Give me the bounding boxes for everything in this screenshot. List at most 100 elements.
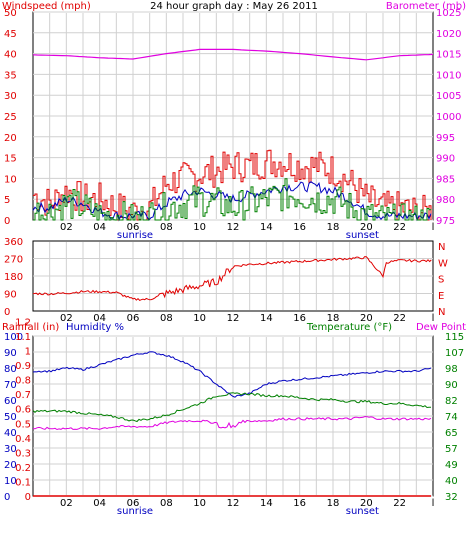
x-tick-label: 04 bbox=[93, 313, 106, 324]
wind-axis-tick: 40 bbox=[4, 50, 17, 61]
x-tick-label: 14 bbox=[260, 313, 273, 324]
compass-axis-tick: W bbox=[438, 258, 448, 269]
rainfall-axis-tick: 0.8 bbox=[15, 376, 31, 387]
temperature-axis-tick: 57 bbox=[445, 444, 458, 455]
wind-axis-tick: 25 bbox=[4, 112, 17, 123]
compass-axis-tick: N bbox=[438, 307, 445, 318]
sunset-label: sunset bbox=[346, 230, 379, 241]
x-tick-label: 14 bbox=[260, 498, 273, 509]
temperature-axis-tick: 115 bbox=[445, 332, 464, 343]
x-tick-label: 20 bbox=[360, 313, 373, 324]
humidity-axis-tick: 40 bbox=[4, 428, 17, 439]
x-tick-label: 16 bbox=[293, 498, 306, 509]
x-tick-label: 10 bbox=[193, 498, 206, 509]
compass-axis-tick: N bbox=[438, 242, 445, 253]
x-tick-label: 02 bbox=[60, 313, 73, 324]
humidity-axis-tick: 50 bbox=[4, 412, 17, 423]
x-tick-label: 20 bbox=[360, 222, 373, 233]
temperature-axis-tick: 82 bbox=[445, 396, 458, 407]
wind-axis-tick: 10 bbox=[4, 174, 17, 185]
direction-axis-tick: 0 bbox=[4, 307, 10, 318]
x-tick-label: l bbox=[432, 498, 435, 509]
x-tick-label: 14 bbox=[260, 222, 273, 233]
sunset-label: sunset bbox=[346, 506, 379, 517]
rainfall-axis-tick: 0.4 bbox=[15, 434, 31, 445]
sunrise-label: sunrise bbox=[117, 230, 153, 241]
rainfall-label: Rainfall (in) bbox=[2, 322, 59, 333]
compass-axis-tick: E bbox=[438, 291, 444, 302]
direction-axis-tick: 180 bbox=[4, 272, 23, 283]
rainfall-axis-tick: 0 bbox=[25, 492, 31, 503]
humidity-axis-tick: 30 bbox=[4, 444, 17, 455]
x-tick-label: 12 bbox=[227, 222, 240, 233]
humidity-axis-tick: 10 bbox=[4, 476, 17, 487]
x-tick-label: 06 bbox=[127, 498, 140, 509]
x-tick-label: 02 bbox=[60, 498, 73, 509]
x-tick-label: 18 bbox=[327, 498, 340, 509]
x-tick-label: 06 bbox=[127, 313, 140, 324]
temperature-axis-tick: 32 bbox=[445, 492, 458, 503]
barometer-axis-tick: 995 bbox=[436, 133, 455, 144]
wind-axis-tick: 35 bbox=[4, 70, 17, 81]
x-tick-label: 22 bbox=[393, 222, 406, 233]
barometer-axis-tick: 975 bbox=[436, 216, 455, 227]
humidity-axis-tick: 0 bbox=[4, 492, 10, 503]
x-tick-label: l bbox=[432, 222, 435, 233]
temperature-axis-tick: 90 bbox=[445, 380, 458, 391]
barometer-axis-tick: 1015 bbox=[436, 50, 461, 61]
x-tick-label: 22 bbox=[393, 498, 406, 509]
x-tick-label: 22 bbox=[393, 313, 406, 324]
wind-axis-tick: 5 bbox=[4, 195, 10, 206]
temperature-axis-tick: 49 bbox=[445, 460, 458, 471]
rainfall-axis-tick: 0.5 bbox=[15, 419, 31, 430]
barometer-axis-tick: 985 bbox=[436, 174, 455, 185]
x-tick-label: 08 bbox=[160, 222, 173, 233]
x-tick-label: 12 bbox=[227, 498, 240, 509]
x-tick-label: 06 bbox=[127, 222, 140, 233]
humidity-axis-tick: 100 bbox=[4, 332, 23, 343]
graph-title: 24 hour graph day : May 26 2011 bbox=[150, 1, 318, 12]
x-tick-label: 16 bbox=[293, 313, 306, 324]
temperature-axis-tick: 98 bbox=[445, 364, 458, 375]
rainfall-axis-tick: 0.2 bbox=[15, 463, 31, 474]
temperature-label: Temperature (°F) bbox=[306, 322, 392, 333]
rainfall-axis-tick: 0.6 bbox=[15, 405, 31, 416]
direction-axis-tick: 270 bbox=[4, 255, 23, 266]
wind-gust-line bbox=[33, 149, 432, 221]
x-tick-label: 16 bbox=[293, 222, 306, 233]
dewpoint-line bbox=[32, 415, 432, 431]
barometer-axis-tick: 1020 bbox=[436, 29, 461, 40]
temperature-axis-tick: 107 bbox=[445, 348, 464, 359]
direction-axis-tick: 90 bbox=[4, 290, 17, 301]
wind-direction-line bbox=[32, 256, 432, 301]
barometer-axis-tick: 980 bbox=[436, 195, 455, 206]
temperature-line bbox=[32, 392, 431, 423]
wind-axis-tick: 45 bbox=[4, 29, 17, 40]
humidity-axis-tick: 90 bbox=[4, 348, 17, 359]
windspeed-label: Windspeed (mph) bbox=[2, 1, 91, 12]
rainfall-axis-tick: 1.1 bbox=[15, 332, 31, 343]
humidity-axis-tick: 70 bbox=[4, 380, 17, 391]
humidity-axis-tick: 60 bbox=[4, 396, 17, 407]
wind-axis-tick: 20 bbox=[4, 133, 17, 144]
sunrise-label: sunrise bbox=[117, 506, 153, 517]
humidity-label: Humidity % bbox=[66, 322, 124, 333]
barometer-axis-tick: 1000 bbox=[436, 112, 461, 123]
temperature-axis-tick: 65 bbox=[445, 428, 458, 439]
humidity-line bbox=[32, 351, 432, 398]
barometer-axis-tick: 1010 bbox=[436, 70, 461, 81]
rainfall-axis-tick: 0.3 bbox=[15, 448, 31, 459]
x-tick-label: 04 bbox=[93, 222, 106, 233]
rainfall-axis-tick: 1.2 bbox=[15, 317, 31, 328]
rainfall-axis-tick: 0.7 bbox=[15, 390, 31, 401]
rainfall-axis-tick: 1 bbox=[25, 347, 31, 358]
x-tick-label: 10 bbox=[193, 222, 206, 233]
x-tick-label: 02 bbox=[60, 222, 73, 233]
humidity-axis-tick: 20 bbox=[4, 460, 17, 471]
x-tick-label: 08 bbox=[160, 313, 173, 324]
temperature-axis-tick: 40 bbox=[445, 476, 458, 487]
compass-axis-tick: S bbox=[438, 275, 444, 286]
rainfall-axis-tick: 0.1 bbox=[15, 477, 31, 488]
humidity-axis-tick: 80 bbox=[4, 364, 17, 375]
